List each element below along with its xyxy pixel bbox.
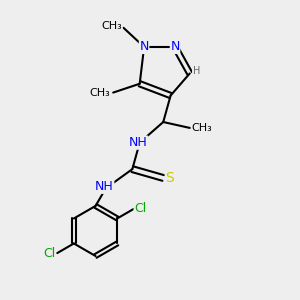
Text: CH₃: CH₃ (192, 123, 212, 133)
Text: N: N (170, 40, 180, 53)
Text: NH: NH (95, 180, 114, 193)
Text: Cl: Cl (43, 248, 55, 260)
Text: H: H (193, 66, 200, 76)
Text: CH₃: CH₃ (101, 21, 122, 31)
Text: S: S (165, 171, 174, 185)
Text: NH: NH (129, 136, 148, 149)
Text: CH₃: CH₃ (90, 88, 110, 98)
Text: Cl: Cl (134, 202, 146, 214)
Text: N: N (140, 40, 149, 53)
